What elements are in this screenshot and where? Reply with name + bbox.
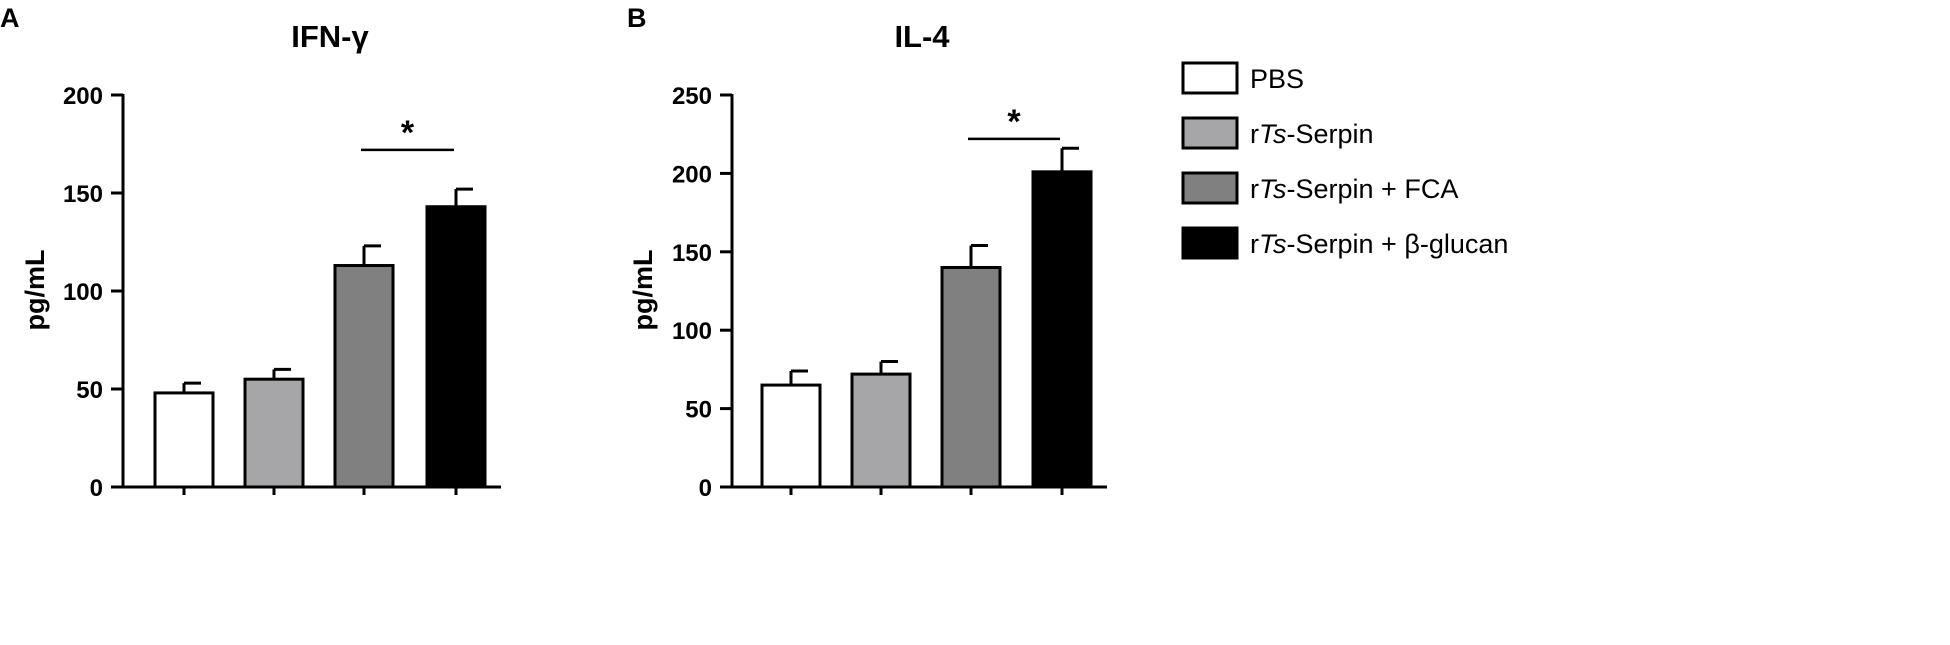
panel-b-y-tick-label: 50 [685,397,712,424]
panel-a-y-tick-label: 50 [76,377,103,404]
panel-a-bar [425,205,487,489]
panel-a-y-axis-label: pg/mL [20,250,50,331]
panel-b-bar [760,383,822,489]
panel-a-significance-label: * [401,114,415,152]
panel-b-y-tick-label: 250 [672,83,712,110]
legend-swatch [1181,226,1239,260]
panel-a-bar [333,264,395,489]
panel-a-letter: A [0,3,20,33]
panel-a-bar [243,377,305,489]
legend: PBS rTs-Serpin rTs-Serpin + FCA rTs-Serpin … [1181,61,1508,260]
legend-swatch [1181,116,1239,150]
legend-label: PBS [1250,64,1304,94]
panel-b-y-tick-label: 200 [672,161,712,188]
panel-b-bar [850,372,912,489]
legend-label: rTs-Serpin + β-glucan [1250,229,1508,259]
panel-b: B IL-4 pg/mL 0 50 100 150 200 250 * [627,3,1107,502]
legend-swatch [1181,171,1239,205]
panel-a-title: IFN-γ [291,19,369,54]
panel-b-y-tick-label: 100 [672,318,712,345]
legend-label: rTs-Serpin [1250,119,1374,149]
panel-b-title: IL-4 [894,19,950,54]
panel-a-bar [153,391,215,489]
panel-a: A IFN-γ pg/mL 0 50 100 150 200 * [0,3,501,502]
panel-b-bar [940,265,1002,489]
panel-b-y-axis-label: pg/mL [628,250,658,331]
legend-swatch [1181,61,1239,95]
panel-a-y-tick-label: 100 [63,279,103,306]
panel-a-y-tick-label: 150 [63,181,103,208]
panel-b-y-tick-label: 150 [672,240,712,267]
panel-a-y-tick-label: 200 [63,83,103,110]
panel-b-significance-label: * [1007,103,1021,141]
panel-b-bar [1031,170,1093,489]
panel-a-y-tick-label: 0 [90,475,103,502]
panel-b-letter: B [627,3,647,33]
legend-label: rTs-Serpin + FCA [1250,174,1458,204]
panel-b-y-tick-label: 0 [699,475,712,502]
